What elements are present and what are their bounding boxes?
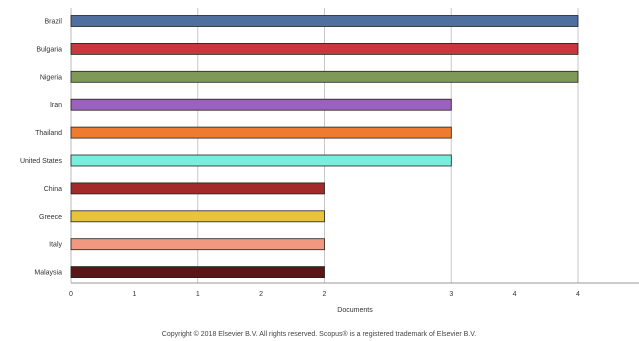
x-axis-title: Documents <box>337 307 373 314</box>
category-labels: Brazil Bulgaria Nigeria Iran Thailand United … <box>20 19 63 277</box>
x-tick-label: 1 <box>196 291 200 298</box>
x-tick-labels: 0 1 1 2 2 3 4 4 <box>69 291 580 298</box>
x-tick-label: 2 <box>323 291 327 298</box>
bar-nigeria <box>70 70 579 83</box>
x-tick-label: 2 <box>259 291 263 298</box>
category-label: Italy <box>49 242 62 249</box>
x-tick-label: 3 <box>449 291 453 298</box>
bar-united-states <box>70 154 452 167</box>
category-label: Nigeria <box>40 74 62 81</box>
bar-italy <box>70 238 325 251</box>
x-tick-label: 0 <box>69 291 73 298</box>
bar-thailand <box>70 126 452 139</box>
x-tick-label: 4 <box>513 291 517 298</box>
bar-bulgaria <box>70 43 579 55</box>
category-label: Malaysia <box>34 270 62 277</box>
category-label: Thailand <box>35 130 62 137</box>
bar-group <box>70 15 579 279</box>
copyright-footer: Copyright © 2018 Elsevier B.V. All right… <box>162 330 476 338</box>
category-label: Iran <box>50 102 62 109</box>
bar-iran <box>70 98 452 111</box>
bar-brazil <box>70 15 579 27</box>
x-tick-label: 4 <box>576 291 580 298</box>
category-label: China <box>44 186 62 193</box>
bar-malaysia <box>70 266 325 279</box>
x-tick-label: 1 <box>132 291 136 298</box>
bar-china <box>70 182 325 195</box>
category-label: Greece <box>39 214 62 221</box>
category-label: Bulgaria <box>36 46 62 53</box>
category-label: Brazil <box>44 19 62 26</box>
category-label: United States <box>20 158 63 165</box>
bar-greece <box>70 210 325 223</box>
